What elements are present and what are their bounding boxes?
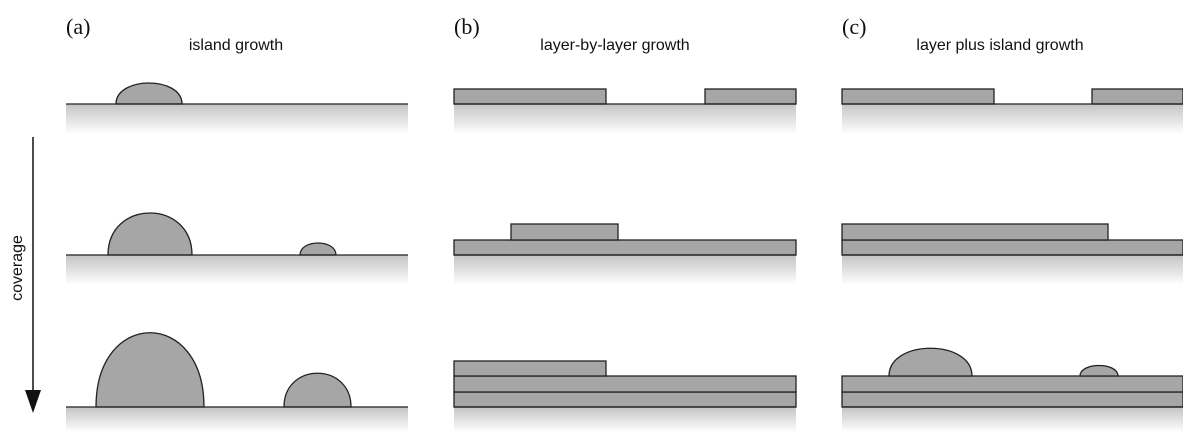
substrate xyxy=(66,104,408,134)
layer xyxy=(511,224,618,240)
island xyxy=(108,213,192,255)
substrate xyxy=(454,104,796,134)
panel-b-shapes xyxy=(454,89,796,407)
diagram: coverage (a) island growth (b) layer-by-… xyxy=(0,0,1183,432)
island xyxy=(300,243,336,255)
layer xyxy=(1092,89,1183,104)
axis-label: coverage xyxy=(9,235,26,301)
layer xyxy=(454,89,606,104)
substrate xyxy=(454,255,796,285)
arrow-head xyxy=(25,390,41,413)
layer xyxy=(454,361,606,376)
substrate xyxy=(454,407,796,432)
panel-label: (a) xyxy=(66,14,90,39)
layer xyxy=(454,240,796,255)
layer xyxy=(454,392,796,407)
island xyxy=(116,83,182,104)
panel-title: layer plus island growth xyxy=(916,37,1083,54)
layer xyxy=(842,392,1183,407)
panel-c-shapes xyxy=(842,89,1183,407)
layer xyxy=(454,376,796,392)
island xyxy=(284,373,351,407)
substrate xyxy=(66,407,408,432)
panel-title: layer-by-layer growth xyxy=(540,37,689,54)
layer xyxy=(842,224,1108,240)
layer xyxy=(705,89,796,104)
layer xyxy=(842,240,1183,255)
panel-title: island growth xyxy=(189,37,283,54)
island xyxy=(889,348,972,376)
substrate xyxy=(842,104,1183,134)
layer xyxy=(842,376,1183,392)
layer xyxy=(842,89,994,104)
substrate xyxy=(66,255,408,285)
island xyxy=(96,333,204,407)
panel-label: (b) xyxy=(454,14,480,39)
substrate xyxy=(842,407,1183,432)
island xyxy=(1080,366,1118,377)
panel-label: (c) xyxy=(842,14,866,39)
substrate xyxy=(842,255,1183,285)
